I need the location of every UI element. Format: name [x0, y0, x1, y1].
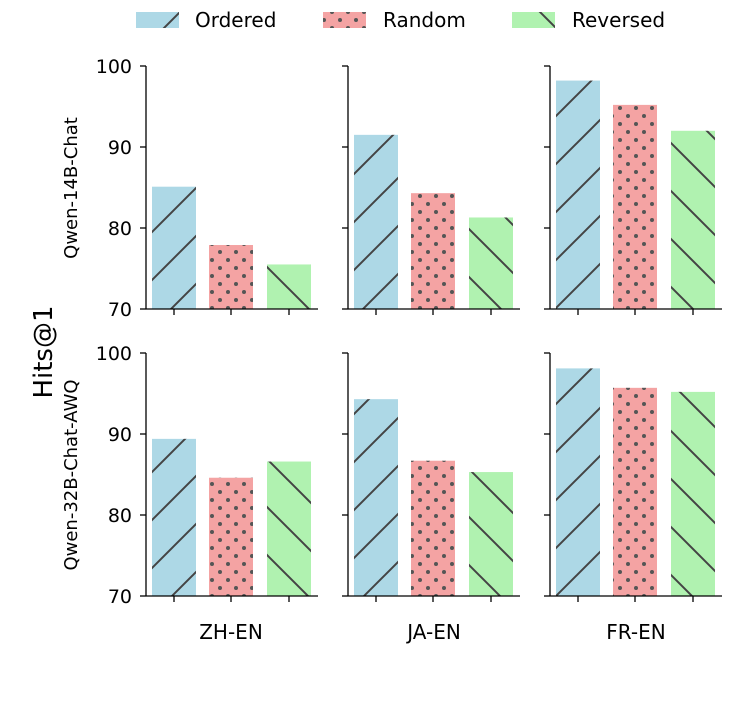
- category-label-ja-en: JA-EN: [405, 620, 461, 644]
- bar-hatch-random: [613, 387, 657, 596]
- legend-item-random: Random: [323, 8, 466, 32]
- bar-hatch-ordered: [152, 438, 196, 596]
- legend-label-random: Random: [383, 8, 466, 32]
- y-axis-label: Hits@1: [29, 305, 59, 398]
- legend: Ordered Random Reversed: [136, 8, 665, 32]
- legend-label-reversed: Reversed: [572, 8, 665, 32]
- category-label-zh-en: ZH-EN: [199, 620, 263, 644]
- bar-hatch-random: [411, 460, 455, 596]
- plot-area: 70 80 90 100 70 80 90 100: [96, 56, 722, 608]
- row-label-0: Qwen-14B-Chat: [61, 117, 82, 259]
- bar-hatch-reversed: [267, 461, 311, 596]
- panel-qwen-14b-chat-zh-en: 70 80 90 100: [96, 56, 318, 321]
- bar-hatch-ordered: [354, 399, 398, 596]
- y-tick-label: 90: [108, 424, 132, 446]
- bar-hatch-reversed: [267, 264, 311, 309]
- legend-item-ordered: Ordered: [136, 8, 276, 32]
- bar-hatch-ordered: [556, 80, 600, 309]
- panel-qwen-14b-chat-fr-en: [544, 65, 722, 315]
- y-tick-label: 100: [96, 343, 132, 365]
- bar-hatch-reversed: [671, 391, 715, 596]
- panel-qwen-32b-chat-awq-fr-en: [544, 352, 722, 602]
- bar-hatch-ordered: [152, 186, 196, 309]
- y-tick-label: 80: [108, 505, 132, 527]
- y-tick-label: 90: [108, 137, 132, 159]
- y-tick-label: 70: [108, 586, 132, 608]
- category-label-fr-en: FR-EN: [606, 620, 665, 644]
- bar-hatch-ordered: [556, 368, 600, 596]
- row-label-1: Qwen-32B-Chat-AWQ: [61, 379, 82, 570]
- bar-hatch-reversed: [671, 130, 715, 309]
- y-tick-label: 80: [108, 218, 132, 240]
- bar-hatch-random: [411, 193, 455, 309]
- panel-qwen-32b-chat-awq-zh-en: 70 80 90 100: [96, 343, 318, 608]
- panel-qwen-14b-chat-ja-en: [342, 65, 520, 315]
- legend-label-ordered: Ordered: [195, 8, 276, 32]
- legend-item-reversed: Reversed: [512, 8, 665, 32]
- panel-qwen-32b-chat-awq-ja-en: [342, 352, 520, 602]
- bar-hatch-random: [209, 245, 253, 309]
- bar-hatch-reversed: [469, 217, 513, 309]
- y-tick-label: 100: [96, 56, 132, 78]
- bar-hatch-ordered: [354, 134, 398, 309]
- bar-hatch-random: [613, 104, 657, 309]
- bar-hatch-random: [209, 477, 253, 596]
- y-tick-label: 70: [108, 299, 132, 321]
- bar-hatch-reversed: [469, 472, 513, 596]
